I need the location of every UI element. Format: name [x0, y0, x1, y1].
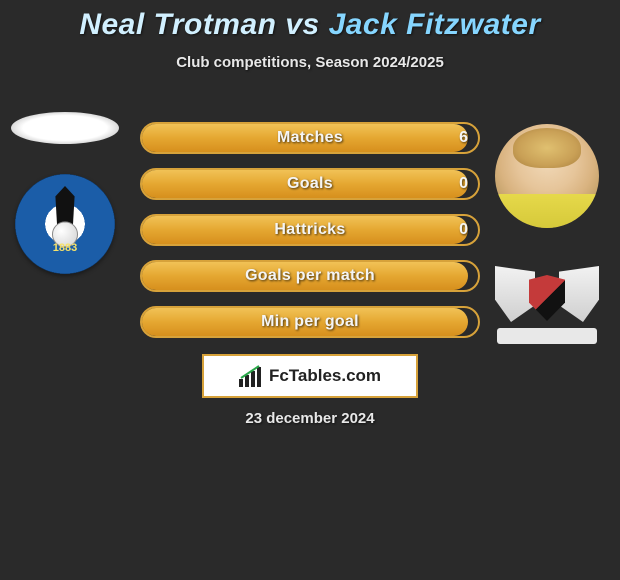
- bar-label: Hattricks: [140, 214, 480, 246]
- player2-name: Jack Fitzwater: [329, 8, 541, 41]
- bar-value: 0: [459, 168, 468, 200]
- bar-value: 6: [459, 122, 468, 154]
- crest-shield-icon: [529, 275, 565, 321]
- bars-logo-icon: [239, 365, 263, 387]
- crest-wing-right-icon: [559, 266, 599, 322]
- stat-bar: Matches6: [140, 122, 480, 154]
- date-text: 23 december 2024: [0, 410, 620, 427]
- stat-bar: Goals per match: [140, 260, 480, 292]
- page-title: Neal Trotman vs Jack Fitzwater: [0, 8, 620, 42]
- right-column: [492, 124, 602, 338]
- stats-bars: Matches6Goals0Hattricks0Goals per matchM…: [140, 122, 480, 338]
- bar-label: Goals: [140, 168, 480, 200]
- crest-ball-icon: [52, 221, 78, 247]
- subtitle: Club competitions, Season 2024/2025: [0, 54, 620, 71]
- vs-text: vs: [285, 8, 319, 41]
- stat-bar: Min per goal: [140, 306, 480, 338]
- left-column: [10, 112, 120, 274]
- player1-avatar: [11, 112, 119, 144]
- bar-label: Matches: [140, 122, 480, 154]
- player1-club-crest: [15, 174, 115, 274]
- stat-bar: Hattricks0: [140, 214, 480, 246]
- branding-box: FcTables.com: [202, 354, 418, 398]
- branding-label: FcTables.com: [269, 366, 381, 386]
- player1-name: Neal Trotman: [79, 8, 276, 41]
- player2-club-crest: [495, 258, 599, 338]
- bar-value: 0: [459, 214, 468, 246]
- bar-label: Goals per match: [140, 260, 480, 292]
- player2-avatar: [495, 124, 599, 228]
- crest-banner-icon: [497, 328, 597, 344]
- stat-bar: Goals0: [140, 168, 480, 200]
- bar-label: Min per goal: [140, 306, 480, 338]
